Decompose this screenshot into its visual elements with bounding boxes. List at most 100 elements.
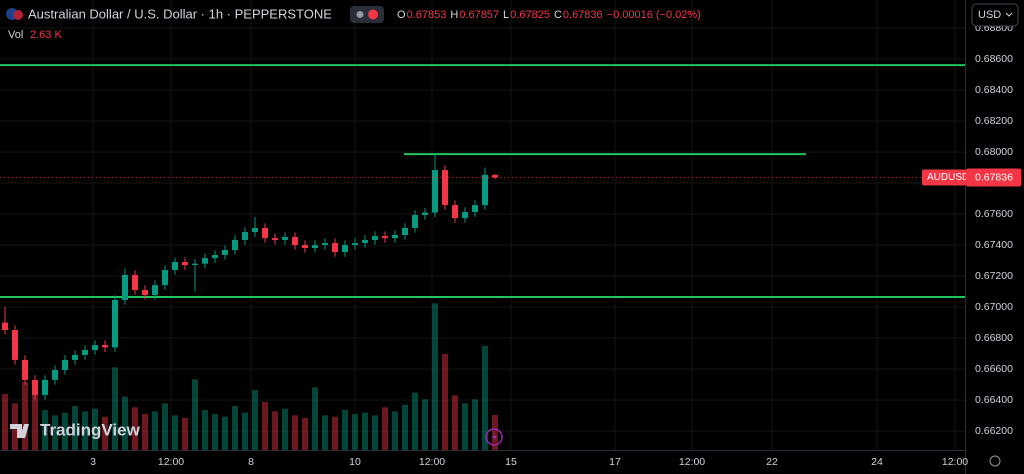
volume-bar	[92, 408, 98, 450]
y-tick-label: 0.67200	[975, 270, 1013, 282]
x-tick-label: 15	[505, 456, 517, 468]
candle-body	[402, 228, 408, 235]
symbol-tag-bg	[922, 169, 966, 186]
volume-bar	[162, 403, 168, 450]
candle-body	[242, 232, 248, 240]
volume-title: Vol	[8, 29, 23, 41]
candle-body	[452, 205, 458, 219]
settings-icon[interactable]	[989, 455, 1001, 467]
ohlc-value: 0.67836	[563, 9, 603, 21]
candles	[2, 155, 498, 400]
currency-label[interactable]: USD	[978, 9, 1001, 21]
candle-body	[52, 370, 58, 380]
candle-body	[12, 330, 18, 360]
volume-bar	[312, 387, 318, 450]
market-dot	[368, 9, 378, 20]
y-tick-label: 0.67000	[975, 301, 1013, 313]
volume-bar	[282, 408, 288, 450]
volume-bar	[42, 410, 48, 450]
candle-body	[92, 345, 98, 351]
candle-body	[252, 228, 258, 233]
grid	[0, 0, 965, 450]
volume-bar	[482, 346, 488, 450]
candle-body	[132, 274, 138, 291]
x-tick-label: 12:00	[158, 456, 184, 468]
volume-bar	[302, 418, 308, 450]
x-tick-label: 17	[609, 456, 621, 468]
candle-body	[222, 250, 228, 255]
y-tick-label: 0.68600	[975, 53, 1013, 65]
candle-body	[32, 379, 38, 395]
candle-body	[292, 237, 298, 246]
candle-body	[442, 170, 448, 206]
volume-bar	[402, 404, 408, 450]
candle-body	[42, 379, 48, 395]
volume-bar	[232, 406, 238, 450]
volume-bar	[422, 399, 428, 450]
y-tick-label: 0.68200	[975, 115, 1013, 127]
candle-body	[22, 359, 28, 380]
brand-logo	[10, 424, 29, 438]
volume-bar	[492, 414, 498, 450]
volume-bar	[292, 415, 298, 450]
price-tag: 0.67836	[975, 171, 1013, 183]
candle-body	[312, 245, 318, 249]
volume-bar	[182, 418, 188, 450]
x-tick-label: 22	[766, 456, 778, 468]
x-tick-label: 12:00	[419, 456, 445, 468]
volume-pane	[2, 303, 498, 450]
candle-body	[472, 205, 478, 213]
x-tick-label: 12:00	[942, 456, 968, 468]
candle-body	[172, 261, 178, 271]
ohlc-value: 0.67853	[407, 9, 447, 21]
volume-bar	[392, 411, 398, 450]
volume-bar	[382, 407, 388, 450]
market-status[interactable]	[350, 6, 384, 23]
flash-icon[interactable]	[485, 428, 503, 446]
price-tag-bg	[966, 168, 1021, 187]
volume-bar	[252, 390, 258, 450]
candle-body	[2, 322, 8, 331]
candle-body	[152, 285, 158, 295]
volume-bar	[152, 411, 158, 450]
candle-body	[142, 290, 148, 295]
candle-body	[412, 215, 418, 229]
candle-body	[192, 263, 198, 266]
volume-bar	[132, 407, 138, 450]
ohlc-letter: O	[397, 9, 406, 21]
volume-bar	[172, 415, 178, 450]
ohlc-legend: O 0.67853 H 0.67857 L 0.67825 C 0.67836 −0.00016…	[397, 9, 701, 21]
symbol-title[interactable]: Australian Dollar / U.S. Dollar · 1h · P…	[28, 6, 332, 21]
candle-body	[342, 245, 348, 253]
brand-name: TradingView	[40, 420, 141, 439]
axes: 0.66200 0.66400 0.66600 0.66800 0.67000 0.672…	[0, 22, 1021, 468]
volume-value: 2.63 K	[30, 29, 62, 41]
candle-body	[232, 239, 238, 251]
y-tick-label: 0.66800	[975, 332, 1013, 344]
volume-bar	[62, 412, 68, 450]
flash-bolt	[492, 432, 497, 442]
volume-bar	[462, 403, 468, 450]
volume-bar	[102, 416, 108, 450]
y-tick-label: 0.68400	[975, 84, 1013, 96]
ohlc-letter: C	[554, 9, 562, 21]
currency-button[interactable]	[971, 3, 1019, 27]
volume-bar	[2, 394, 8, 450]
candle-body	[482, 174, 488, 206]
volume-bar	[212, 414, 218, 450]
volume-bar	[322, 415, 328, 450]
volume-bar	[372, 415, 378, 450]
y-tick-label: 0.66400	[975, 394, 1013, 406]
volume-bar	[202, 410, 208, 450]
candle-body	[102, 345, 108, 348]
volume-bar	[432, 303, 438, 450]
volume-bar	[352, 414, 358, 450]
x-tick-label: 3	[90, 456, 96, 468]
candle-body	[422, 212, 428, 216]
candle-body	[212, 254, 218, 259]
y-tick-label: 0.67400	[975, 239, 1013, 251]
candle-body	[82, 350, 88, 355]
